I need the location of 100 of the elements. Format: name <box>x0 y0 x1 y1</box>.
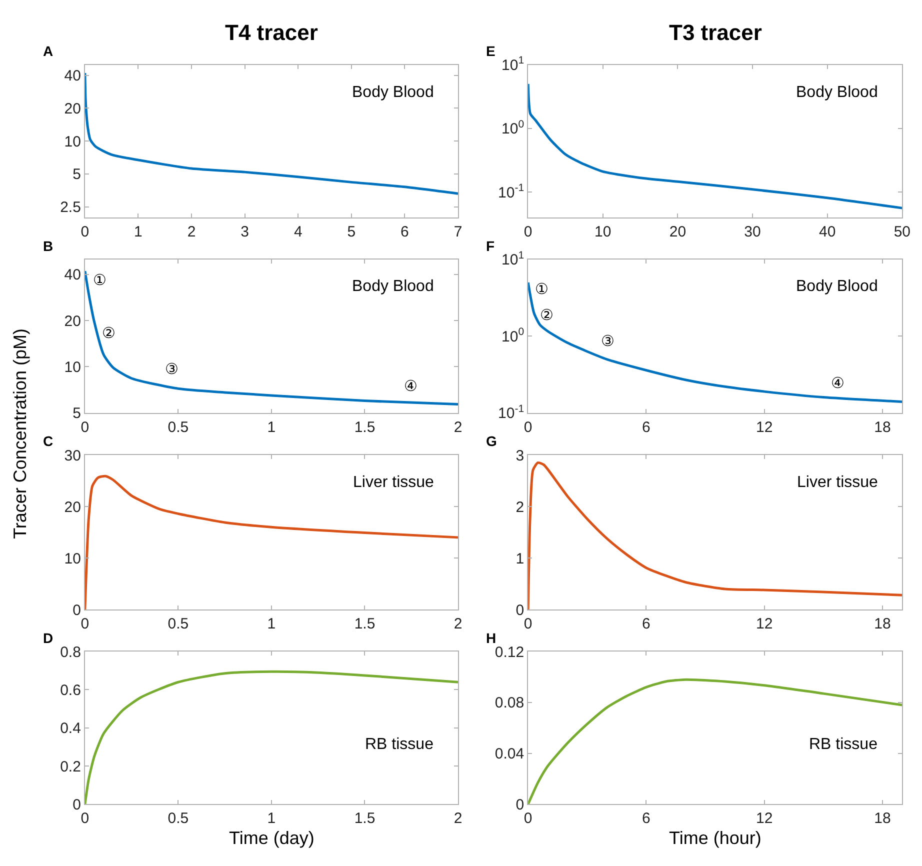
y-tick-label: 0.12 <box>494 644 524 661</box>
x-tick-label: 1.5 <box>354 616 376 633</box>
y-tick-label: 0.04 <box>494 746 524 763</box>
annotation: Body Blood <box>352 84 434 101</box>
annotation: ① <box>93 271 106 289</box>
annotation: ③ <box>601 332 614 350</box>
x-tick-label: 6 <box>642 616 650 633</box>
y-tick-label: 3 <box>516 447 524 464</box>
x-tick-label: 30 <box>744 223 761 240</box>
x-tick-label: 6 <box>642 418 650 436</box>
x-tick-label: 1 <box>267 616 276 633</box>
line-series <box>84 670 458 804</box>
y-tick-label: 10$^{-1}$ <box>498 402 524 422</box>
x-tick-label: 6 <box>642 810 650 828</box>
x-tick-label: 0.5 <box>168 810 189 828</box>
x-tick-label: 1 <box>134 223 142 240</box>
annotation: Body Blood <box>796 84 878 101</box>
line-series <box>528 678 902 804</box>
x-tick-label: 2 <box>454 810 462 828</box>
y-tick-label: 0.4 <box>60 720 81 738</box>
annotation: Liver tissue <box>353 474 434 491</box>
annotation: ① <box>535 280 548 298</box>
line-series <box>528 82 902 210</box>
annotation: Liver tissue <box>797 474 878 491</box>
y-tick-label: 0 <box>516 602 524 619</box>
y-tick-label: 2 <box>516 498 524 516</box>
line-series <box>84 474 458 610</box>
x-tick-label: 1 <box>267 418 276 436</box>
y-tick-label: 30 <box>64 447 81 464</box>
x-tick-label: 50 <box>894 223 911 240</box>
text: B <box>43 238 54 254</box>
chart-title: T3 tracer <box>669 20 762 45</box>
y-tick-label: 10$^{1}$ <box>502 54 524 74</box>
y-tick-label: 5 <box>72 405 81 422</box>
y-tick-label: 0 <box>72 602 81 619</box>
y-tick-label: 1 <box>516 550 524 568</box>
x-tick-label: 0.5 <box>168 616 189 633</box>
annotation: Body Blood <box>352 278 434 295</box>
line-series <box>84 270 458 406</box>
annotation: RB tissue <box>809 736 878 753</box>
annotation: ④ <box>404 377 418 395</box>
x-tick-label: 18 <box>874 616 891 633</box>
y-tick-label: 20 <box>64 100 81 118</box>
line-series <box>84 72 458 195</box>
y-tick-label: 0 <box>72 796 81 814</box>
y-tick-label: 2.5 <box>60 199 81 216</box>
text: E <box>486 43 496 59</box>
x-tick-label: 2 <box>454 418 462 436</box>
y-tick-label: 10$^{0}$ <box>502 118 524 138</box>
x-tick-label: 12 <box>756 810 773 828</box>
x-tick-label: 12 <box>756 418 773 436</box>
y-tick-label: 0.8 <box>60 644 81 661</box>
text: G <box>486 433 497 449</box>
annotation: ② <box>102 324 116 342</box>
y-tick-label: 10$^{-1}$ <box>498 182 524 202</box>
y-tick-label: 0 <box>516 796 524 814</box>
x-tick-label: 12 <box>756 616 773 633</box>
line-series <box>528 281 902 403</box>
y-tick-label: 10$^{0}$ <box>502 326 524 346</box>
y-tick-label: 40 <box>64 68 81 85</box>
x-tick-label: 1.5 <box>354 418 376 436</box>
x-tick-label: 6 <box>400 223 409 240</box>
line-series <box>528 461 902 610</box>
x-axis-title: Time (day) <box>229 828 314 848</box>
x-tick-label: 40 <box>818 223 836 240</box>
annotation: Body Blood <box>796 278 878 295</box>
x-tick-label: 1.5 <box>354 810 376 828</box>
y-tick-label: 10 <box>64 133 81 150</box>
annotation: RB tissue <box>365 736 434 753</box>
x-tick-label: 18 <box>874 418 891 436</box>
x-tick-label: 1 <box>267 810 276 828</box>
y-tick-label: 0.08 <box>494 694 524 712</box>
y-tick-label: 0.2 <box>60 758 81 776</box>
x-tick-label: 5 <box>347 223 356 240</box>
y-axis-title: Tracer Concentration (pM) <box>10 328 30 539</box>
x-tick-label: 7 <box>454 223 462 240</box>
x-tick-label: 2 <box>454 616 462 633</box>
y-tick-label: 5 <box>72 166 81 184</box>
annotation: ③ <box>165 360 178 378</box>
x-tick-label: 10 <box>594 223 612 240</box>
x-tick-label: 0.5 <box>168 418 189 436</box>
x-axis-title: Time (hour) <box>669 828 762 848</box>
y-tick-label: 10$^{1}$ <box>502 249 524 269</box>
y-tick-label: 40 <box>64 266 81 284</box>
text: A <box>43 43 54 59</box>
y-tick-label: 10 <box>64 358 81 376</box>
chart-title: T4 tracer <box>225 20 318 45</box>
y-tick-label: 20 <box>64 498 81 516</box>
y-tick-label: 20 <box>64 312 81 330</box>
x-tick-label: 3 <box>240 223 249 240</box>
annotation: ④ <box>831 374 844 392</box>
x-tick-label: 18 <box>874 810 891 828</box>
text: F <box>486 238 495 254</box>
x-tick-label: 4 <box>294 223 302 240</box>
y-tick-label: 10 <box>64 550 81 568</box>
x-tick-label: 20 <box>669 223 686 240</box>
annotation: ② <box>540 306 554 324</box>
text: D <box>43 630 54 646</box>
text: C <box>43 433 54 449</box>
x-tick-label: 2 <box>187 223 196 240</box>
